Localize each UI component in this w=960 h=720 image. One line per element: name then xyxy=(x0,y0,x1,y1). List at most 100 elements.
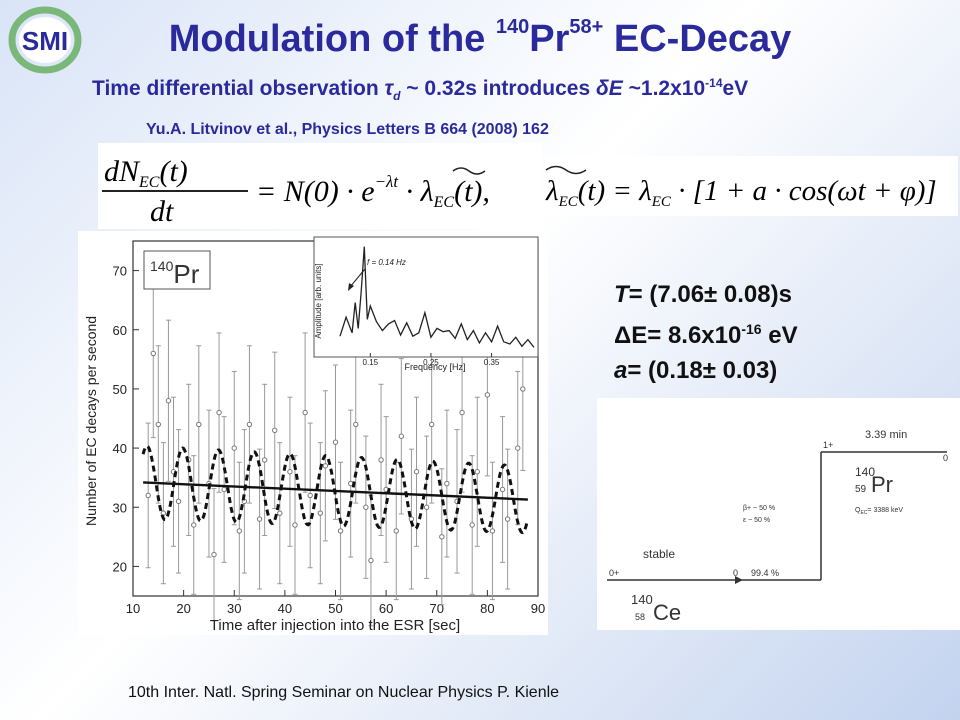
footer: 10th Inter. Natl. Spring Seminar on Nucl… xyxy=(128,684,560,701)
branch-arrowhead xyxy=(735,576,743,584)
data-point xyxy=(150,268,156,439)
data-point xyxy=(246,345,253,504)
fft-inset: 0.15 0.25 0.35 Frequency [Hz] Amplitude [a… xyxy=(313,236,539,372)
modulated-rate-formula-svg: λEC(t) = λEC · [1 + a · cos(ωt + φ)] xyxy=(545,165,937,210)
subtitle-exp: -14 xyxy=(705,76,723,90)
beta-plus-branch: β+ ~ 50 % xyxy=(743,505,775,512)
x-tick-label: 30 xyxy=(227,601,241,616)
subtitle-tau: τ xyxy=(384,77,394,100)
subtitle: Time differential observation τd ~ 0.32s… xyxy=(92,76,960,103)
q-value: QEC= 3388 keV xyxy=(855,507,903,516)
period-var: T xyxy=(614,281,629,308)
point-marker xyxy=(155,421,162,428)
title-element: Pr xyxy=(529,18,570,60)
y-tick-label: 70 xyxy=(113,264,127,279)
data-point xyxy=(272,351,278,510)
parent-mass: 140 xyxy=(855,465,875,479)
point-marker xyxy=(499,486,506,493)
point-marker xyxy=(439,534,445,540)
point-marker xyxy=(393,528,399,534)
point-marker xyxy=(236,528,243,534)
data-point xyxy=(155,345,162,504)
data-point xyxy=(423,435,430,579)
data-point xyxy=(241,429,248,574)
point-marker xyxy=(469,522,475,528)
x-tick-label: 50 xyxy=(328,601,342,616)
point-marker xyxy=(277,510,283,516)
subtitle-tau-sub: d xyxy=(393,89,401,104)
point-marker xyxy=(191,522,197,528)
spin-top: 1+ xyxy=(823,440,833,450)
x-tick-label: 40 xyxy=(278,601,292,616)
subtitle-e: E xyxy=(608,77,623,100)
point-marker xyxy=(216,409,222,416)
level-scheme: 3.39 min 1+ 0 140 59 Pr β+ ~ 50 % ε ~ 50… xyxy=(597,398,960,630)
data-point xyxy=(307,422,313,569)
amplitude-result: a= (0.18± 0.03) xyxy=(614,353,798,388)
data-point xyxy=(428,345,435,504)
point-marker xyxy=(332,439,339,445)
data-point xyxy=(277,442,283,585)
data-point xyxy=(236,461,243,601)
data-point xyxy=(439,468,445,606)
point-marker xyxy=(145,492,151,499)
daughter-mass: 140 xyxy=(631,592,653,607)
halflife-label: 3.39 min xyxy=(865,429,907,441)
tilde-mark xyxy=(452,167,486,175)
decay-rate-plot: 10 20 30 40 50 60 70 80 90 20 30 40 50 60 70 140Pr Tim… xyxy=(78,231,548,635)
subtitle-part3: ~1.2x10 xyxy=(622,77,706,100)
point-marker xyxy=(165,398,172,404)
data-point xyxy=(378,383,384,537)
y-axis-label: Number of EC decays per second xyxy=(83,316,99,526)
y-tick-label: 20 xyxy=(113,559,127,574)
level-scheme-svg: 3.39 min 1+ 0 140 59 Pr β+ ~ 50 % ε ~ 50… xyxy=(607,429,948,625)
tilde-mark-right xyxy=(545,165,587,175)
inset-arrowhead xyxy=(348,283,354,291)
zero-left: 0 xyxy=(733,568,738,578)
point-marker xyxy=(413,469,420,475)
zero-right: 0 xyxy=(943,453,948,463)
point-marker xyxy=(444,480,450,487)
x-tick-label: 20 xyxy=(176,601,190,616)
data-point xyxy=(160,442,167,585)
point-marker xyxy=(378,457,384,463)
point-marker xyxy=(408,516,415,522)
data-point xyxy=(196,345,202,504)
title-mass: 140 xyxy=(495,16,530,39)
formula-lhs-numerator: dNEC(t) xyxy=(104,155,188,191)
title-suffix: EC-Decay xyxy=(603,18,792,60)
x-axis-label: Time after injection into the ESR [sec] xyxy=(210,617,460,634)
x-tick-label: 10 xyxy=(126,601,140,616)
branch-percent: 99.4 % xyxy=(751,568,779,578)
point-marker xyxy=(317,510,324,516)
point-marker xyxy=(398,433,405,439)
subtitle-part1: Time differential observation xyxy=(92,77,385,100)
point-marker xyxy=(474,469,480,475)
data-point xyxy=(489,461,496,601)
data-point xyxy=(211,488,217,622)
decay-rate-formula-svg: dNEC(t) dt = N(0) · e−λt · λEC(t), xyxy=(102,155,490,228)
data-point xyxy=(398,358,405,515)
data-point xyxy=(353,345,359,504)
subtitle-delta: δ xyxy=(595,77,609,100)
point-marker xyxy=(231,445,237,451)
data-point xyxy=(469,455,475,595)
data-point xyxy=(145,422,151,569)
point-marker xyxy=(175,498,182,505)
data-point xyxy=(191,455,197,595)
data-point xyxy=(413,396,420,547)
inset-spectrum xyxy=(339,246,535,348)
point-marker xyxy=(302,409,308,416)
data-point xyxy=(368,494,374,627)
energy-unit: eV xyxy=(761,322,798,349)
point-marker xyxy=(459,409,465,416)
x-tick-label: 80 xyxy=(480,601,494,616)
data-point xyxy=(165,319,172,482)
data-point xyxy=(474,396,480,547)
inset-annotation: f = 0.14 Hz xyxy=(367,258,406,267)
data-point xyxy=(408,448,415,590)
modulated-fit-curve xyxy=(141,444,529,535)
y-tick-label: 60 xyxy=(113,323,127,338)
point-marker xyxy=(272,427,278,434)
